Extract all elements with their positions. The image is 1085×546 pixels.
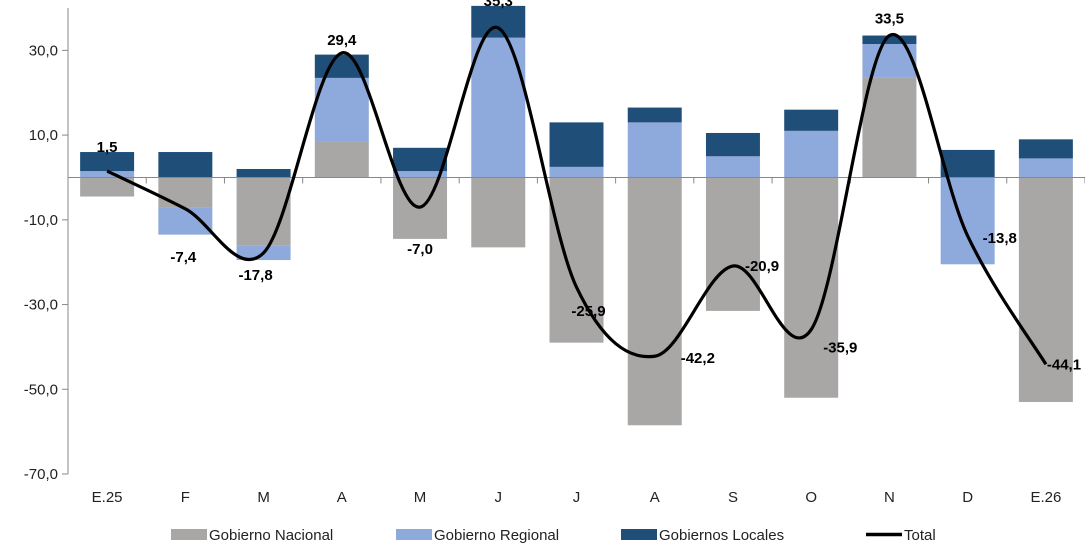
y-tick-label: -70,0 (24, 466, 58, 483)
bar-gobiernos-locales (1018, 139, 1073, 159)
bar-gobierno-nacional (627, 177, 682, 426)
bar-gobierno-nacional (80, 177, 135, 197)
x-tick-label: E.25 (92, 489, 123, 506)
axes-layer: 30,0 10,0 -10,0 -30,0 -50,0 -70,0 E.25 F M A M J J A S… (24, 8, 1085, 506)
x-tick-label: J (495, 489, 503, 506)
data-label: 1,5 (97, 139, 118, 156)
bar-gobierno-regional (393, 171, 448, 178)
y-tick-label: -30,0 (24, 297, 58, 314)
bar-gobierno-regional (705, 156, 760, 178)
data-label: -25,9 (571, 303, 605, 320)
data-label: -20,9 (745, 258, 779, 275)
data-label: -7,4 (170, 249, 197, 266)
bar-gobierno-nacional (862, 77, 917, 178)
data-label: -44,1 (1047, 356, 1081, 373)
data-label-layer: 1,5 -7,4 -17,8 29,4 -7,0 35,3 -25,9 -42,2 -20,9 -… (97, 0, 1081, 373)
x-tick-label: N (884, 489, 895, 506)
data-label: -17,8 (238, 267, 272, 284)
bar-gobierno-nacional (549, 177, 604, 343)
bar-gobiernos-locales (158, 152, 213, 178)
x-tick-label: M (257, 489, 270, 506)
data-label: 29,4 (327, 32, 357, 49)
bar-gobierno-regional (80, 171, 135, 178)
total-line (106, 26, 1048, 366)
x-tick-label: A (650, 489, 660, 506)
x-tick-label: M (414, 489, 427, 506)
data-label: -35,9 (823, 340, 857, 357)
legend-swatch-gobierno-regional (396, 529, 432, 540)
data-label: 33,5 (875, 11, 904, 28)
bar-gobiernos-locales (784, 109, 839, 131)
x-tick-label: S (728, 489, 738, 506)
data-label: 35,3 (484, 0, 513, 10)
bar-gobierno-nacional (784, 177, 839, 398)
bar-gobierno-regional (471, 37, 526, 178)
bar-gobiernos-locales (393, 147, 448, 172)
bar-gobiernos-locales (627, 107, 682, 123)
legend-label-gobierno-regional: Gobierno Regional (434, 527, 559, 544)
data-label: -13,8 (983, 230, 1017, 247)
bar-gobierno-regional (784, 130, 839, 178)
y-tick-label: -10,0 (24, 212, 58, 229)
bar-gobierno-regional (314, 77, 369, 142)
y-tick-label: 10,0 (29, 127, 58, 144)
bar-gobierno-regional (627, 122, 682, 178)
bar-gobierno-regional (940, 177, 995, 265)
bar-gobierno-regional (1018, 158, 1073, 178)
legend-label-gobierno-nacional: Gobierno Nacional (209, 527, 333, 544)
x-tick-label: A (337, 489, 347, 506)
line-layer (106, 26, 1048, 366)
bar-gobiernos-locales (549, 122, 604, 167)
x-tick-label: E.26 (1030, 489, 1061, 506)
bar-gobierno-nacional (1018, 177, 1073, 402)
x-tick-label: F (181, 489, 190, 506)
y-tick-label: 30,0 (29, 42, 58, 59)
bar-gobierno-regional (158, 207, 213, 235)
x-tick-label: D (962, 489, 973, 506)
legend-label-total: Total (904, 527, 936, 544)
bar-gobierno-nacional (158, 177, 213, 208)
data-label: -7,0 (407, 241, 433, 258)
legend-label-gobiernos-locales: Gobiernos Locales (659, 527, 784, 544)
bar-gobiernos-locales (862, 35, 917, 45)
bar-gobierno-regional (549, 166, 604, 178)
bar-layer (80, 5, 1073, 426)
y-tick-label: -50,0 (24, 381, 58, 398)
bar-gobiernos-locales (471, 5, 526, 38)
legend: Gobierno Nacional Gobierno Regional Gobier… (171, 527, 936, 544)
bar-gobierno-nacional (705, 177, 760, 311)
x-tick-label: J (573, 489, 581, 506)
bar-gobierno-nacional (314, 141, 369, 178)
legend-swatch-gobiernos-locales (621, 529, 657, 540)
bar-gobiernos-locales (80, 152, 135, 172)
bar-gobiernos-locales (236, 168, 291, 178)
bar-gobierno-nacional (471, 177, 526, 248)
bar-gobiernos-locales (940, 149, 995, 178)
data-label: -42,2 (681, 350, 715, 367)
legend-swatch-gobierno-nacional (171, 529, 207, 540)
x-tick-label: O (805, 489, 817, 506)
bar-gobiernos-locales (705, 132, 760, 157)
